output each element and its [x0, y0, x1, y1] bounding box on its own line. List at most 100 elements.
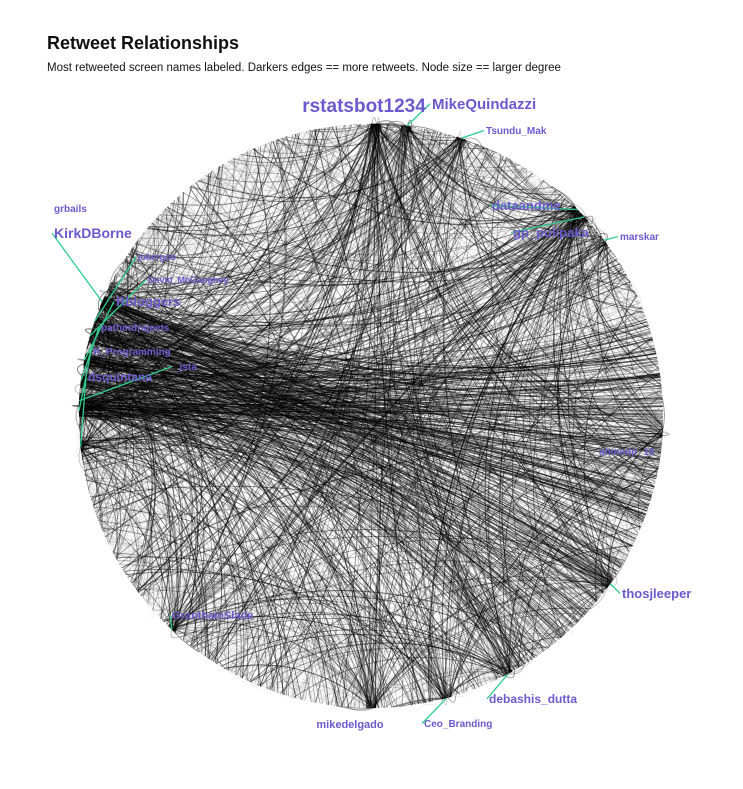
edge	[560, 195, 663, 437]
edge	[371, 117, 377, 125]
edge	[464, 449, 662, 693]
edge	[250, 650, 492, 683]
edge	[512, 217, 586, 652]
edge	[91, 499, 411, 706]
edge	[104, 125, 404, 297]
edge	[129, 573, 483, 687]
edge	[527, 586, 608, 663]
edge	[71, 405, 80, 408]
edge	[539, 181, 651, 502]
edge	[203, 646, 420, 705]
edge	[198, 651, 316, 703]
edge	[476, 143, 583, 216]
edge	[284, 690, 388, 708]
edge	[466, 460, 660, 692]
edge	[374, 123, 537, 179]
edge	[83, 465, 277, 693]
edge	[91, 154, 243, 500]
edge	[138, 213, 583, 594]
edge	[126, 123, 370, 257]
edge	[610, 497, 652, 583]
edge	[533, 210, 587, 614]
edge	[95, 511, 151, 607]
edge	[404, 125, 488, 149]
edge	[602, 285, 639, 533]
edge	[630, 437, 663, 547]
edge	[580, 216, 663, 440]
edge	[520, 497, 652, 667]
edge	[580, 337, 653, 607]
edge	[389, 125, 414, 706]
edge	[490, 154, 608, 588]
edge	[457, 216, 585, 693]
edge	[384, 671, 509, 708]
edge	[265, 687, 349, 708]
edge	[539, 191, 628, 557]
edge	[589, 347, 656, 597]
edge	[545, 207, 612, 582]
edge	[608, 554, 629, 586]
edge	[577, 211, 664, 428]
edge	[547, 586, 608, 649]
edge	[254, 148, 612, 583]
edge	[182, 192, 606, 270]
edge	[143, 128, 421, 236]
edge	[224, 665, 367, 709]
edge	[79, 404, 176, 632]
edge	[194, 429, 663, 649]
edge	[86, 126, 412, 482]
edge	[79, 426, 207, 658]
edge	[198, 565, 608, 652]
node-label: Rbloggers	[116, 294, 180, 309]
edge	[270, 690, 306, 701]
edge	[602, 455, 661, 594]
edge	[284, 123, 372, 140]
edge	[583, 294, 638, 586]
edge	[114, 523, 604, 594]
edge	[373, 585, 609, 709]
edge	[136, 586, 444, 700]
edge	[81, 454, 609, 587]
edge	[462, 138, 637, 296]
edge	[241, 123, 377, 159]
edge	[596, 508, 648, 602]
edge	[84, 123, 378, 362]
edge	[232, 123, 376, 164]
edge	[251, 682, 297, 699]
edge	[206, 141, 472, 195]
edge	[99, 307, 610, 586]
edge	[574, 206, 662, 386]
edge	[350, 234, 601, 708]
edge	[370, 123, 661, 382]
edge	[79, 437, 95, 510]
edge	[637, 296, 646, 302]
edge	[152, 609, 308, 702]
edge	[195, 648, 266, 689]
edge	[573, 207, 664, 425]
edge	[149, 225, 287, 695]
edge	[408, 126, 603, 238]
edge	[655, 377, 662, 452]
edge	[447, 133, 497, 153]
edge	[429, 136, 480, 688]
edge	[409, 703, 425, 710]
edge	[544, 181, 576, 208]
edge	[108, 543, 416, 705]
edge	[630, 283, 644, 310]
edge	[373, 123, 648, 323]
edge	[550, 243, 607, 613]
edge	[446, 475, 657, 699]
edge	[186, 131, 304, 190]
edge	[279, 125, 407, 148]
edge	[469, 141, 647, 320]
edge	[367, 578, 614, 709]
edge	[148, 123, 377, 228]
edge	[457, 130, 462, 138]
edge	[465, 139, 638, 298]
edge	[457, 326, 650, 695]
edge	[79, 137, 462, 405]
edge	[458, 137, 596, 230]
edge	[102, 210, 579, 531]
edge	[128, 137, 459, 258]
edge	[102, 529, 194, 648]
